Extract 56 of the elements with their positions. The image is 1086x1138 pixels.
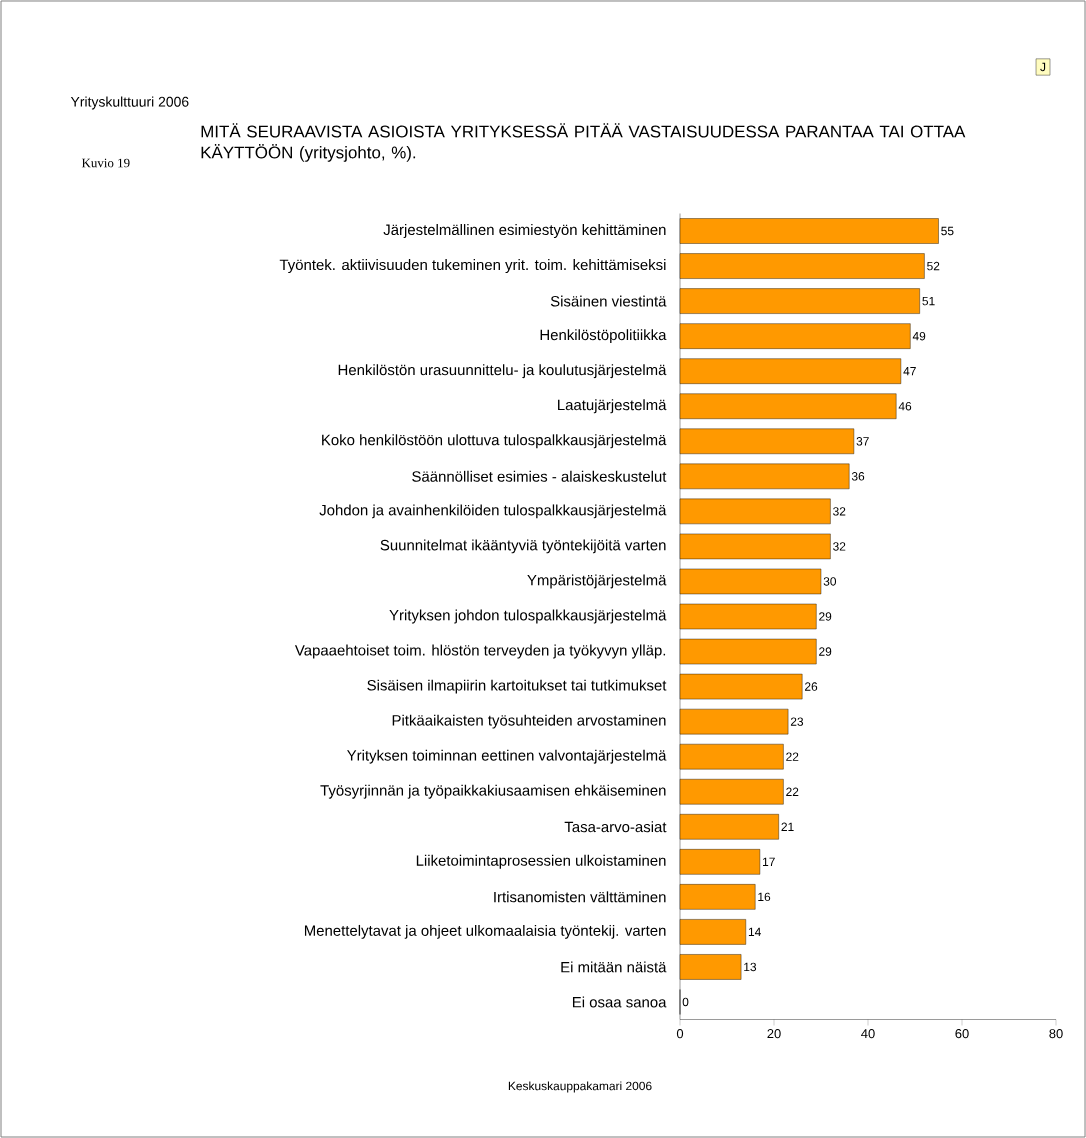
y-tick-label: Pitkäaikaisten työsuhteiden arvostaminen	[392, 714, 666, 729]
x-tick-label: 40	[861, 1029, 875, 1039]
y-tick-label: Tasa-arvo-asiat	[564, 821, 667, 833]
y-tick-label: Ei mitään näistä	[561, 961, 667, 973]
data-label: 23	[790, 717, 804, 726]
text: Yrityskulttuuri 2006	[70, 96, 189, 110]
chart-title: MITÄ SEURAAVISTA ASIOISTA YRITYKSESSÄ PITÄÄ VASTAISUUDESSA PARANTAA TAI OTTAA KÄYTTÖÖN (yritysjohto, %).	[201, 123, 966, 162]
y-tick-label: Vapaaehtoiset toim. hlöstön terveyden ja työkyvyn ylläp.	[294, 644, 666, 659]
text: Kuvio 19	[81, 158, 130, 168]
data-label: 29	[819, 612, 832, 621]
y-tick-label: Liiketoimintaprosessien ulkoistaminen	[416, 854, 666, 869]
data-label: 22	[786, 752, 799, 761]
y-tick-label: Ei osaa sanoa	[572, 996, 667, 1008]
data-label: 46	[898, 402, 912, 411]
data-label: 16	[758, 892, 771, 902]
x-tick-label: 60	[955, 1029, 969, 1039]
text: Keskuskauppakamari 2006	[508, 1081, 652, 1093]
y-tick-label: Irtisanomisten välttäminen	[494, 891, 666, 903]
y-tick-label: Järjestelmällinen esimiestyön kehittäminen	[383, 224, 666, 238]
y-tick-label: Henkilöstön urasuunnittelu- ja koulutusjärjestelmä	[338, 364, 667, 379]
y-tick-label: Laatujärjestelmä	[558, 399, 667, 414]
x-tick-label: 0	[676, 1029, 684, 1039]
data-label: 51	[922, 296, 935, 306]
data-label: 21	[781, 822, 794, 831]
x-tick-label: 20	[767, 1029, 781, 1039]
text: J	[1040, 62, 1046, 72]
data-label: 29	[819, 647, 832, 656]
data-label: 26	[805, 682, 818, 691]
data-label: 22	[786, 787, 799, 796]
data-label: 32	[833, 507, 846, 516]
data-label: 47	[903, 367, 916, 376]
data-label: 55	[941, 226, 954, 236]
y-tick-label: Yrityksen toiminnan eettinen valvontajärjestelmä	[347, 749, 667, 764]
y-tick-label: Työntek. aktiivisuuden tukeminen yrit. toim. kehittämiseksi	[279, 259, 666, 274]
data-label: 30	[823, 577, 837, 586]
data-label: 49	[912, 331, 926, 341]
y-tick-label: Yrityksen johdon tulospalkkausjärjestelmä	[389, 609, 667, 624]
y-tick-label: Koko henkilöstöön ulottuva tulospalkkausjärjestelmä	[322, 434, 667, 449]
data-label: 32	[833, 542, 846, 551]
y-tick-label: Ympäristöjärjestelmä	[527, 574, 667, 589]
data-label: 0	[682, 997, 689, 1007]
x-tick-label: 80	[1049, 1029, 1063, 1039]
y-tick-label: Työsyrjinnän ja työpaikkakiusaamisen ehkäiseminen	[320, 784, 666, 799]
y-tick-label: Säännölliset esimies - alaiskeskustelut	[412, 470, 667, 482]
data-label: 36	[851, 472, 865, 481]
y-tick-label: Henkilöstöpolitiikka	[540, 329, 667, 344]
y-tick-label: Sisäinen viestintä	[550, 295, 667, 307]
y-tick-label: Menettelytavat ja ohjeet ulkomaalaisia työntekij. varten	[304, 924, 666, 939]
y-tick-label: Sisäisen ilmapiirin kartoitukset tai tutkimukset	[367, 679, 667, 694]
data-label: 13	[744, 962, 757, 972]
y-tick-label: Suunnitelmat ikääntyviä työntekijöitä varten	[380, 539, 666, 554]
data-label: 52	[927, 261, 940, 271]
data-label: 37	[856, 437, 869, 446]
data-label: 14	[748, 927, 761, 937]
data-label: 17	[763, 857, 775, 866]
y-tick-label: Johdon ja avainhenkilöiden tulospalkkausjärjestelmä	[319, 504, 667, 519]
